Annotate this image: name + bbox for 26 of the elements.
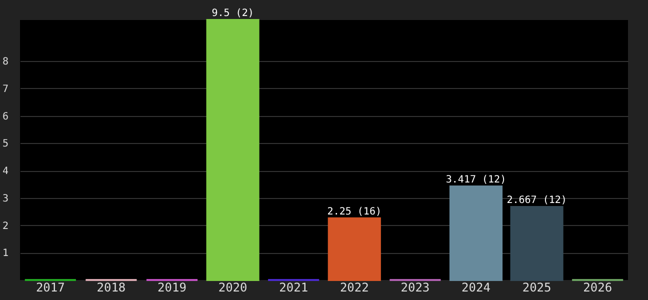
y-tick-label: 5 (2, 138, 8, 150)
x-tick-label: 2022 (340, 280, 369, 294)
bar (206, 19, 260, 281)
data-label: 2.667 (12) (506, 195, 567, 206)
y-tick-label: 4 (2, 166, 8, 178)
bar (510, 206, 564, 281)
data-label: 2.25 (16) (327, 206, 382, 218)
y-tick-label: 3 (2, 193, 8, 204)
x-tick-label: 2024 (462, 280, 490, 294)
y-tick-label: 2 (2, 220, 8, 232)
bar (328, 217, 381, 281)
data-label: 9.5 (2) (212, 8, 254, 19)
data-label: 3.417 (12) (446, 174, 506, 186)
y-tick-label: 1 (2, 248, 8, 260)
x-tick-label: 2019 (158, 280, 186, 294)
x-tick-label: 2018 (96, 280, 126, 294)
y-tick-label: 7 (2, 84, 8, 95)
x-tick-label: 2020 (218, 280, 248, 294)
y-tick-label: 8 (2, 56, 8, 68)
bar (449, 185, 503, 281)
x-tick-label: 2021 (279, 280, 308, 294)
x-tick-label: 2026 (583, 280, 612, 294)
y-tick-label: 6 (2, 111, 8, 122)
x-tick-label: 2023 (400, 280, 430, 294)
x-tick-label: 2017 (36, 280, 65, 294)
x-tick-label: 2025 (522, 280, 552, 294)
